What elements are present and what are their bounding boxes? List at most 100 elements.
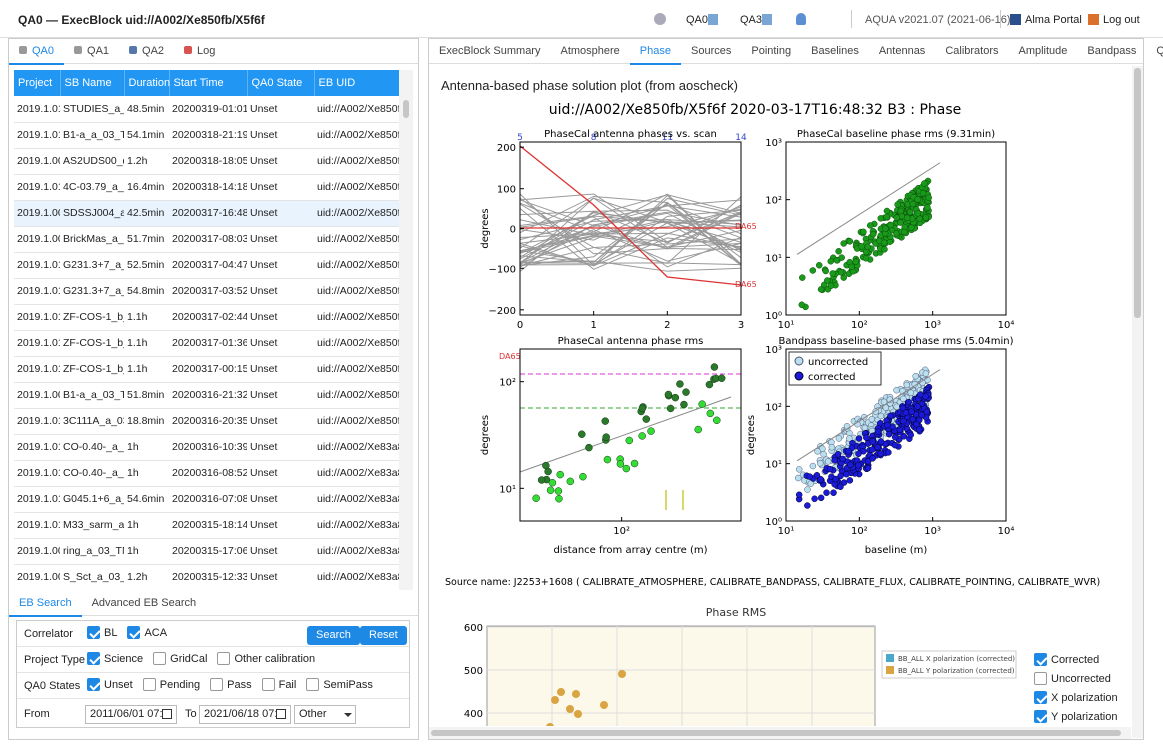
- column-header[interactable]: SB Name: [60, 70, 125, 96]
- scroll-thumb[interactable]: [403, 100, 409, 118]
- table-row[interactable]: 2019.1.01 3C111A_a_03 18.8min 20200316-20:3…: [14, 408, 399, 435]
- content-tab[interactable]: Bandpass: [1087, 44, 1137, 57]
- from-input[interactable]: 2011/06/01 07:: [85, 705, 177, 724]
- content-tab[interactable]: Antennas: [878, 44, 926, 57]
- content-tab[interactable]: Atmosphere: [560, 44, 620, 57]
- table-row[interactable]: 2019.1.01 CO-0.40-_a_0 1h 20200316-10:39 Uns…: [14, 434, 399, 461]
- checkbox[interactable]: [127, 626, 141, 639]
- content-tab[interactable]: Pointing: [751, 44, 792, 57]
- table-row[interactable]: 2019.1.01STUDIES_a_048.5min20200319-01:0…: [14, 96, 399, 123]
- option[interactable]: BL: [87, 626, 117, 639]
- plot-point: [913, 421, 920, 428]
- table-row[interactable]: 2019.1.01 M33_sarm_a_ 1h 20200315-18:14 Unse…: [14, 512, 399, 539]
- column-header[interactable]: QA0 State: [247, 70, 315, 96]
- to-input[interactable]: 2021/06/18 07:: [199, 705, 291, 724]
- calendar-icon[interactable]: [276, 709, 286, 719]
- tab[interactable]: QA0: [9, 39, 65, 65]
- scroll-thumb[interactable]: [1134, 68, 1141, 318]
- content-tab[interactable]: Phase: [629, 39, 682, 65]
- type-select[interactable]: Other: [294, 705, 356, 724]
- content-tab[interactable]: Baselines: [811, 44, 859, 57]
- table-row[interactable]: 2019.1.01 G231.3+7_a_(54.8min 20200317-03:…: [14, 278, 399, 305]
- rms-option[interactable]: X polarization: [1034, 691, 1118, 704]
- checkbox[interactable]: [217, 652, 231, 665]
- table-wrap: Project SB Name Duration Start Time QA0 Stat…: [14, 70, 413, 590]
- plots: uid://A002/Xe850fb/X5f6f 2020-03-17T16:4…: [445, 102, 1100, 726]
- legend-swatch: [794, 356, 804, 366]
- rms-option[interactable]: Corrected: [1034, 653, 1099, 666]
- calendar-icon[interactable]: [162, 709, 172, 719]
- option[interactable]: Pass: [210, 678, 252, 691]
- checkbox[interactable]: [87, 626, 100, 639]
- table-row[interactable]: 2019.1.01 B1-a_a_03_Tl 54.1min 20200318-21:…: [14, 122, 399, 149]
- checkbox[interactable]: [1034, 672, 1047, 685]
- subplot: 5 8 11 14 DA65 DA65 PhaseCal antenna phases vs…: [480, 129, 757, 331]
- user-icon[interactable]: [796, 13, 806, 25]
- checkbox[interactable]: [87, 678, 100, 691]
- scroll-thumb[interactable]: [431, 730, 1121, 736]
- table-row[interactable]: 2019.1.01 ZF-COS-1_b_ 1.1h 20200317-02:44 Un…: [14, 304, 399, 331]
- table-row[interactable]: 2019.1.00SDSSJ004_a_42.5min20200317-16:4…: [14, 200, 399, 227]
- rms-option[interactable]: Y polarization: [1034, 710, 1117, 723]
- table-row[interactable]: 2019.1.00 AS2UDS00_d 1.2h 20200318-18:05 Uns…: [14, 148, 399, 175]
- search-tab[interactable]: EB Search: [9, 591, 82, 617]
- nav-link[interactable]: QA0: [686, 14, 709, 26]
- tab[interactable]: QA1: [64, 39, 119, 64]
- checkbox[interactable]: [153, 652, 167, 665]
- plot-point: [917, 391, 924, 398]
- table-row[interactable]: 2019.1.01 ZF-COS-1_b_ 1.1h 20200317-00:15 Un…: [14, 356, 399, 383]
- option[interactable]: Unset: [87, 678, 133, 691]
- column-header[interactable]: EB UID: [314, 70, 400, 96]
- nav-link[interactable]: QA3: [740, 14, 763, 26]
- checkbox[interactable]: [87, 652, 100, 665]
- search-button[interactable]: Search: [307, 626, 360, 645]
- reset-button[interactable]: Reset: [360, 626, 407, 645]
- tab[interactable]: QA2: [119, 39, 174, 64]
- checkbox[interactable]: [1034, 653, 1047, 666]
- content-tab[interactable]: Sources: [691, 44, 732, 57]
- table-row[interactable]: 2019.1.00 B1-a_a_03_Tl 51.8min 20200316-21:…: [14, 382, 399, 409]
- table-row[interactable]: 2019.1.01 CO-0.40-_a_0 1h 20200316-08:52 Uns…: [14, 460, 399, 487]
- content-tab[interactable]: Amplitude: [1018, 44, 1068, 57]
- h-scrollbar[interactable]: [429, 727, 1131, 739]
- option[interactable]: Other calibration: [217, 652, 315, 665]
- plot-point: [837, 483, 844, 490]
- settings-icon[interactable]: [654, 13, 666, 25]
- table-row[interactable]: 2019.1.01 G231.3+7_a_(52.5min 20200317-04:…: [14, 252, 399, 279]
- checkbox[interactable]: [1034, 691, 1047, 704]
- rms-option[interactable]: Uncorrected: [1034, 672, 1111, 685]
- column-header[interactable]: Duration: [124, 70, 170, 96]
- option[interactable]: Fail: [261, 678, 296, 691]
- checkbox[interactable]: [1034, 710, 1047, 723]
- table-row[interactable]: 2019.1.01 4C-03.79_a_0 16.4min 20200318-14:…: [14, 174, 399, 201]
- checkbox[interactable]: [261, 678, 275, 691]
- table-row[interactable]: 2019.1.01 G045.1+6_a_(54.6min 20200316-07:…: [14, 486, 399, 513]
- scrollbar[interactable]: [1132, 66, 1143, 738]
- plot-point: [831, 457, 838, 464]
- logout-link[interactable]: Log out: [1103, 14, 1140, 26]
- search-tab[interactable]: Advanced EB Search: [91, 596, 197, 609]
- option[interactable]: GridCal: [153, 652, 207, 665]
- table-row[interactable]: 2019.1.01 ZF-COS-1_b_ 1.1h 20200317-01:36 Un…: [14, 330, 399, 357]
- option[interactable]: SemiPass: [306, 678, 373, 691]
- tab[interactable]: Log: [174, 39, 225, 64]
- table-row[interactable]: 2019.1.00 ring_a_03_TM 1h 20200315-17:06 Uns…: [14, 538, 399, 565]
- table-cell: 2019.1.00: [14, 148, 60, 175]
- option[interactable]: ACA: [127, 626, 167, 639]
- checkbox[interactable]: [142, 678, 156, 691]
- plot-point: [891, 433, 899, 441]
- checkbox[interactable]: [210, 678, 224, 691]
- table-row[interactable]: 2019.1.00 BrickMas_a_0 51.7min 20200317-08:…: [14, 226, 399, 253]
- table-cell: 1.1h: [124, 330, 169, 357]
- content-tab[interactable]: ExecBlock Summary: [439, 44, 541, 57]
- content-tab[interactable]: Calibrators: [945, 44, 999, 57]
- content-tab[interactable]: QA0 Flags: [1156, 44, 1163, 57]
- checkbox[interactable]: [306, 678, 320, 691]
- portal-link[interactable]: Alma Portal: [1025, 14, 1082, 26]
- column-header[interactable]: Project: [14, 70, 61, 96]
- scrollbar[interactable]: [399, 70, 413, 590]
- option[interactable]: Science: [87, 652, 143, 665]
- column-header[interactable]: Start Time: [169, 70, 248, 96]
- option[interactable]: Pending: [142, 678, 200, 691]
- table-row[interactable]: 2019.1.00S_Sct_a_03_11.2h20200315-12:33U…: [14, 564, 399, 590]
